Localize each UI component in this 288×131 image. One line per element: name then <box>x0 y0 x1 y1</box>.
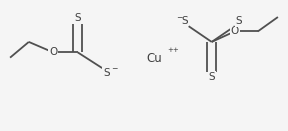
Text: O: O <box>231 26 239 36</box>
Text: S: S <box>74 13 81 23</box>
Text: −: − <box>176 13 182 22</box>
Text: −: − <box>111 64 117 73</box>
Text: ++: ++ <box>167 47 179 53</box>
Text: S: S <box>103 68 110 78</box>
Text: S: S <box>236 16 242 26</box>
Text: Cu: Cu <box>146 52 162 66</box>
Text: S: S <box>181 16 188 26</box>
Text: O: O <box>49 47 57 57</box>
Text: S: S <box>208 72 215 82</box>
